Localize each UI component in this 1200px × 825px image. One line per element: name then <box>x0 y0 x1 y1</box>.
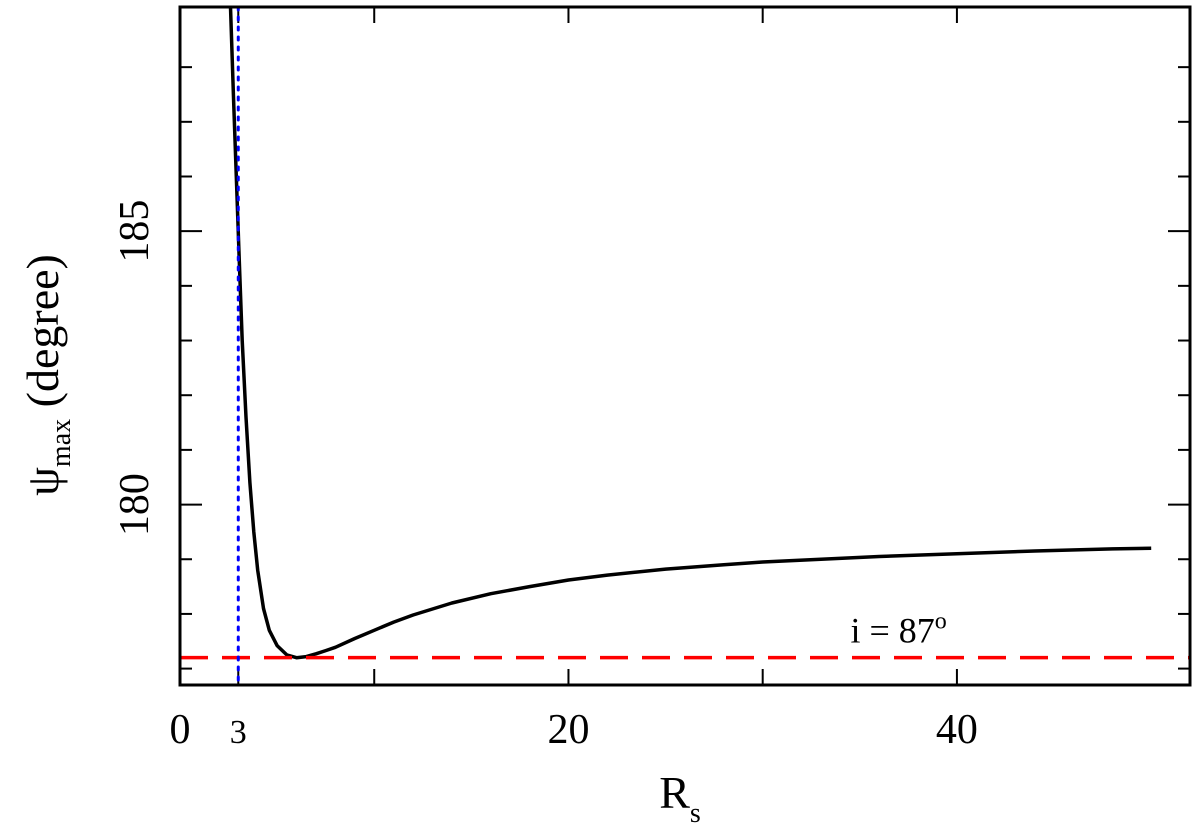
inclination-annotation: i = 87o <box>850 609 946 651</box>
series-layer <box>180 5 1190 687</box>
y-axis-label-sub: max <box>46 419 77 467</box>
x-tick-label: 20 <box>547 707 589 753</box>
y-axis-label-main: ψ <box>17 467 68 496</box>
x-tick-label: 0 <box>170 707 191 753</box>
y-tick-label: 180 <box>112 473 158 536</box>
x-axis-label-sub: s <box>690 798 701 825</box>
tick-layer <box>180 7 1190 685</box>
y-tick-label: 185 <box>112 200 158 263</box>
tick-label-layer: 0 3 20 40 180 185 <box>112 200 978 753</box>
x-axis-label: Rs <box>659 767 701 825</box>
y-axis-label: ψmax (degree) <box>17 254 77 496</box>
x-tick-label: 3 <box>230 714 247 751</box>
annotation-text: i = 87 <box>850 611 934 651</box>
annotation-degree-sup: o <box>935 609 947 635</box>
x-tick-label: 40 <box>936 707 978 753</box>
psi-max-curve <box>228 6 1152 660</box>
plot-frame <box>178 5 1192 687</box>
y-axis-label-suffix: (degree) <box>17 254 68 419</box>
x-axis-label-main: R <box>659 767 690 818</box>
